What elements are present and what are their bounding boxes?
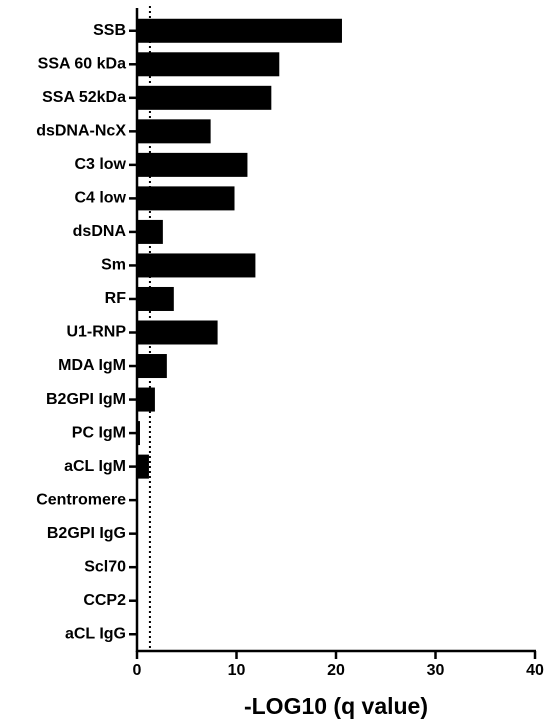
y-tick-label: SSB (93, 22, 126, 39)
bar (137, 387, 155, 412)
y-tick-label: U1-RNP (66, 324, 126, 341)
y-tick-label: MDA IgM (58, 357, 126, 374)
y-tick-label: Centromere (36, 491, 126, 508)
x-axis-label: -LOG10 (q value) (244, 693, 428, 719)
bar (137, 52, 280, 77)
y-tick-label: aCL IgM (64, 458, 126, 475)
y-tick-label: B2GPI IgG (47, 525, 126, 542)
y-tick-label: RF (105, 290, 127, 307)
bar (137, 186, 235, 211)
x-tick-label: 0 (133, 662, 142, 679)
x-tick-label: 10 (228, 662, 246, 679)
y-tick-label: Scl70 (84, 558, 126, 575)
bar (137, 119, 211, 144)
y-tick-label: SSA 52kDa (42, 89, 126, 106)
y-tick-label: C4 low (74, 190, 126, 207)
y-tick-label: dsDNA-NcX (36, 123, 126, 140)
bar (137, 85, 272, 110)
bar (137, 18, 342, 43)
y-tick-label: SSA 60 kDa (38, 56, 126, 73)
x-tick-label: 30 (427, 662, 445, 679)
x-tick-label: 40 (526, 662, 544, 679)
bar (137, 354, 167, 379)
x-tick-label: 20 (327, 662, 345, 679)
bar (137, 454, 149, 479)
y-tick-label: CCP2 (83, 592, 126, 609)
y-tick-label: Sm (101, 257, 126, 274)
bar (137, 286, 174, 311)
y-tick-label: dsDNA (73, 223, 127, 240)
bar (137, 421, 140, 446)
y-tick-label: B2GPI IgM (46, 391, 126, 408)
y-tick-label: aCL IgG (65, 625, 126, 642)
bar (137, 152, 248, 177)
bar (137, 253, 256, 278)
y-tick-label: PC IgM (72, 424, 126, 441)
y-tick-label: C3 low (74, 156, 126, 173)
